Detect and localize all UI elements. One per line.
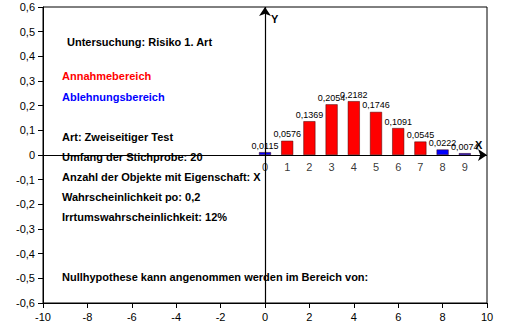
svg-text:4: 4 — [351, 311, 357, 323]
svg-text:0,1091: 0,1091 — [384, 117, 412, 127]
svg-text:Untersuchung: Risiko 1. Art: Untersuchung: Risiko 1. Art — [67, 36, 212, 48]
svg-text:6: 6 — [395, 311, 401, 323]
svg-text:10: 10 — [481, 311, 493, 323]
svg-text:0,0074: 0,0074 — [451, 141, 479, 152]
svg-text:0,2054: 0,2054 — [317, 92, 346, 103]
svg-text:Wahrscheinlichkeit po: 0,2: Wahrscheinlichkeit po: 0,2 — [62, 191, 200, 203]
svg-text:0,2182: 0,2182 — [340, 90, 368, 100]
svg-text:Umfang der Stichprobe: 20: Umfang der Stichprobe: 20 — [62, 151, 203, 163]
svg-text:-0,1: -0,1 — [16, 174, 35, 186]
svg-text:3: 3 — [329, 161, 335, 173]
svg-text:5: 5 — [373, 161, 379, 173]
svg-text:Annahmebereich: Annahmebereich — [62, 70, 152, 82]
svg-text:-0,3: -0,3 — [16, 223, 35, 235]
svg-text:0: 0 — [261, 160, 269, 173]
svg-text:Y: Y — [271, 13, 279, 25]
svg-text:-8: -8 — [83, 311, 93, 323]
svg-text:-0,5: -0,5 — [16, 272, 35, 284]
svg-text:8: 8 — [440, 311, 446, 323]
svg-text:8: 8 — [440, 161, 446, 173]
svg-text:-2: -2 — [216, 311, 226, 323]
svg-text:2: 2 — [306, 311, 312, 323]
svg-text:-0,2: -0,2 — [16, 198, 35, 210]
svg-text:Ablehnungsbereich: Ablehnungsbereich — [62, 91, 165, 103]
svg-text:1: 1 — [284, 161, 290, 173]
svg-text:0,6: 0,6 — [20, 1, 35, 13]
svg-text:Nullhypothese kann angenommen: Nullhypothese kann angenommen werden im … — [62, 271, 368, 283]
svg-text:0,4: 0,4 — [20, 50, 35, 62]
svg-text:-0,6: -0,6 — [16, 297, 35, 309]
svg-text:0: 0 — [29, 149, 35, 161]
svg-text:0,0545: 0,0545 — [406, 130, 435, 141]
svg-text:0,5: 0,5 — [20, 26, 35, 38]
svg-text:0,0576: 0,0576 — [273, 129, 301, 139]
svg-text:X: X — [475, 139, 483, 151]
svg-text:Anzahl der Objekte mit Eigensc: Anzahl der Objekte mit Eigenschaft: X — [62, 171, 261, 183]
svg-text:-10: -10 — [35, 311, 51, 323]
svg-text:4: 4 — [351, 161, 357, 173]
svg-text:0,2: 0,2 — [20, 100, 35, 112]
svg-text:0: 0 — [262, 311, 268, 323]
svg-text:Art: Zweiseitiger Test: Art: Zweiseitiger Test — [62, 131, 173, 143]
svg-text:Irrtumswahrscheinlichkeit: 12%: Irrtumswahrscheinlichkeit: 12% — [62, 211, 227, 223]
svg-text:0,1: 0,1 — [20, 124, 35, 136]
svg-text:7: 7 — [417, 161, 423, 173]
svg-text:0,0115: 0,0115 — [251, 140, 279, 151]
svg-text:-6: -6 — [127, 311, 137, 323]
svg-text:2: 2 — [306, 161, 312, 173]
svg-text:6: 6 — [395, 161, 401, 173]
svg-text:0,1369: 0,1369 — [296, 110, 324, 120]
svg-text:-0,4: -0,4 — [16, 248, 35, 260]
svg-text:0,1746: 0,1746 — [362, 100, 390, 110]
svg-text:0,3: 0,3 — [20, 75, 35, 87]
svg-text:0,0222: 0,0222 — [428, 138, 457, 148]
svg-text:-4: -4 — [171, 311, 181, 323]
svg-text:9: 9 — [462, 161, 468, 173]
